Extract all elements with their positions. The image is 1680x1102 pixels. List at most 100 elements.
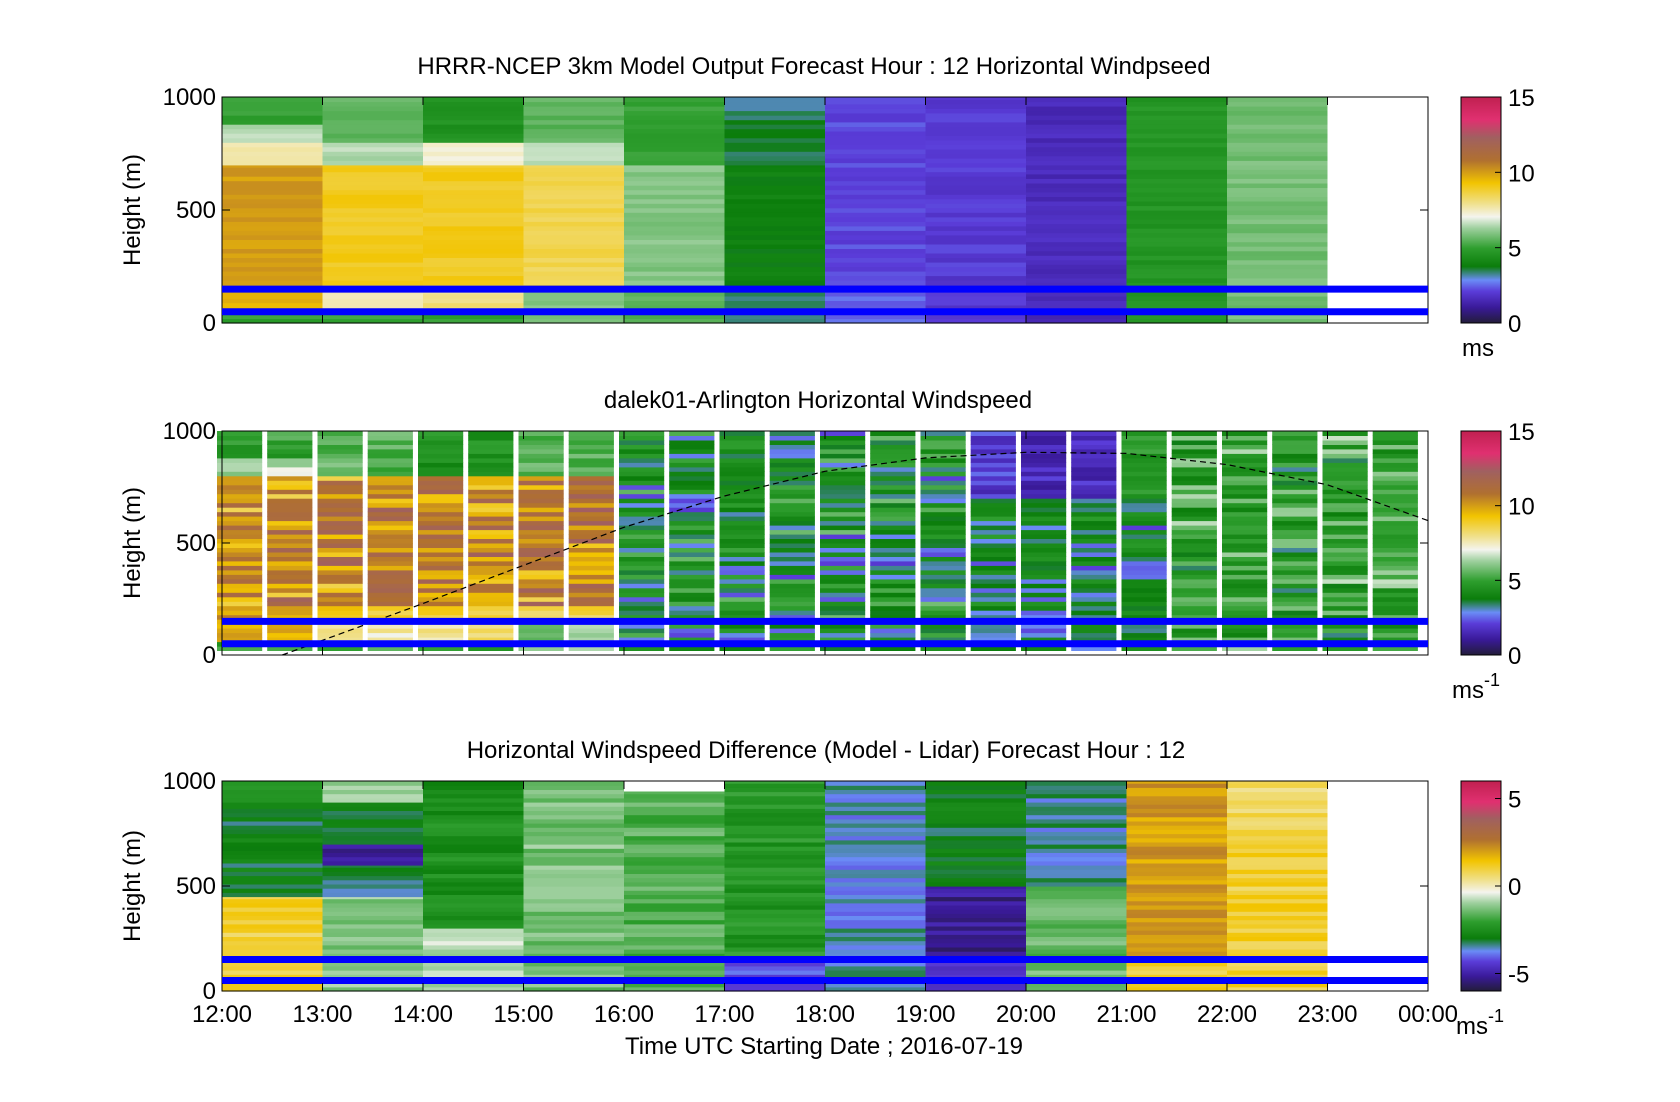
heatmap-cell [322, 907, 423, 912]
heatmap-cell [523, 844, 624, 849]
heatmap-cell [367, 569, 413, 575]
heatmap-cell [523, 781, 624, 786]
heatmap-cell [1222, 605, 1268, 611]
heatmap-cell [1227, 282, 1328, 288]
heatmap-cell [719, 614, 765, 620]
heatmap-cell [669, 547, 715, 553]
heatmap-cell [423, 848, 524, 853]
heatmap-cell [925, 112, 1026, 118]
heatmap-cell [724, 787, 825, 793]
heatmap-cell [322, 318, 423, 324]
heatmap-cell [1026, 940, 1127, 946]
heatmap-cell [925, 970, 1026, 975]
heatmap-cell [367, 444, 413, 450]
heatmap-cell [568, 605, 614, 611]
heatmap-cell [468, 466, 514, 472]
heatmap-cell [1026, 911, 1127, 916]
heatmap-cell [568, 462, 614, 468]
heatmap-cell [367, 538, 413, 544]
heatmap-cell [322, 953, 423, 958]
heatmap-cell [267, 448, 313, 454]
heatmap-cell [1126, 173, 1227, 179]
heatmap-cell [1227, 241, 1328, 247]
heatmap-cell [769, 596, 815, 602]
heatmap-cell [423, 852, 524, 858]
heatmap-cell [1222, 556, 1268, 562]
heatmap-cell [925, 243, 1026, 249]
heatmap-cell [925, 909, 1026, 914]
heatmap-cell [523, 295, 624, 301]
heatmap-cell [1126, 210, 1227, 216]
heatmap-cell [1071, 480, 1117, 486]
heatmap-cell [1121, 623, 1167, 629]
heatmap-cell [970, 543, 1016, 548]
heatmap-cell [1222, 529, 1268, 535]
x-tick-label: 13:00 [292, 1001, 352, 1028]
heatmap-cell [217, 632, 263, 638]
heatmap-cell [568, 431, 614, 436]
heatmap-cell [1227, 869, 1328, 874]
heatmap-cell [619, 569, 665, 575]
heatmap-cell [322, 915, 423, 921]
heatmap-cell [1372, 565, 1418, 571]
heatmap-cell [367, 578, 413, 584]
heatmap-cell [468, 489, 514, 495]
heatmap-cell [418, 453, 464, 459]
heatmap-cell [222, 189, 323, 195]
heatmap-cell [1071, 498, 1117, 504]
heatmap-cell [870, 605, 916, 611]
heatmap-cell [423, 133, 524, 139]
colorbar-tick-label: 15 [1508, 419, 1535, 446]
heatmap-cell [1372, 610, 1418, 616]
heatmap-cell [468, 498, 514, 504]
heatmap-cell [1071, 489, 1117, 495]
heatmap-cell [825, 877, 926, 883]
heatmap-cell [523, 827, 624, 832]
heatmap-cell [367, 507, 413, 513]
heatmap-cell [669, 574, 715, 580]
heatmap-cell [222, 982, 323, 988]
heatmap-cell [1126, 913, 1227, 919]
heatmap-cell [1222, 484, 1268, 490]
heatmap-cell [1071, 569, 1117, 575]
heatmap-cell [1272, 525, 1318, 531]
heatmap-cell [523, 915, 624, 921]
heatmap-cell [1026, 151, 1127, 157]
heatmap-cell [317, 471, 363, 477]
heatmap-cell [523, 907, 624, 912]
heatmap-cell [267, 507, 313, 513]
heatmap-cell [1071, 448, 1117, 454]
heatmap-cell [568, 444, 614, 450]
heatmap-cell [367, 525, 413, 531]
heatmap-cell [468, 475, 514, 481]
heatmap-cell [820, 435, 866, 441]
heatmap-cell [624, 823, 725, 828]
heatmap-cell [523, 940, 624, 946]
heatmap-cell [568, 471, 614, 477]
heatmap-cell [423, 203, 524, 209]
heatmap-cell [267, 547, 313, 553]
heatmap-cell [825, 203, 926, 209]
heatmap-cell [920, 529, 966, 535]
heatmap-cell [322, 280, 423, 286]
heatmap-cell [468, 511, 514, 517]
heatmap-cell [925, 180, 1026, 186]
heatmap-cell [222, 883, 323, 889]
heatmap-cell [624, 230, 725, 236]
heatmap-cell [418, 475, 464, 481]
heatmap-cell [217, 435, 263, 441]
heatmap-cell [870, 637, 916, 643]
heatmap-cell [423, 797, 524, 803]
heatmap-cell [1126, 804, 1227, 809]
heatmap-cell [523, 953, 624, 958]
heatmap-cell [1021, 525, 1067, 531]
heatmap-cell [820, 529, 866, 535]
heatmap-cell [423, 230, 524, 236]
heatmap-cell [925, 99, 1026, 105]
heatmap-cell [1026, 793, 1127, 799]
heatmap-cell [1026, 106, 1127, 112]
heatmap-cell [317, 569, 363, 575]
heatmap-cell [518, 471, 564, 477]
heatmap-cell [1171, 614, 1217, 620]
heatmap-cell [322, 221, 423, 227]
